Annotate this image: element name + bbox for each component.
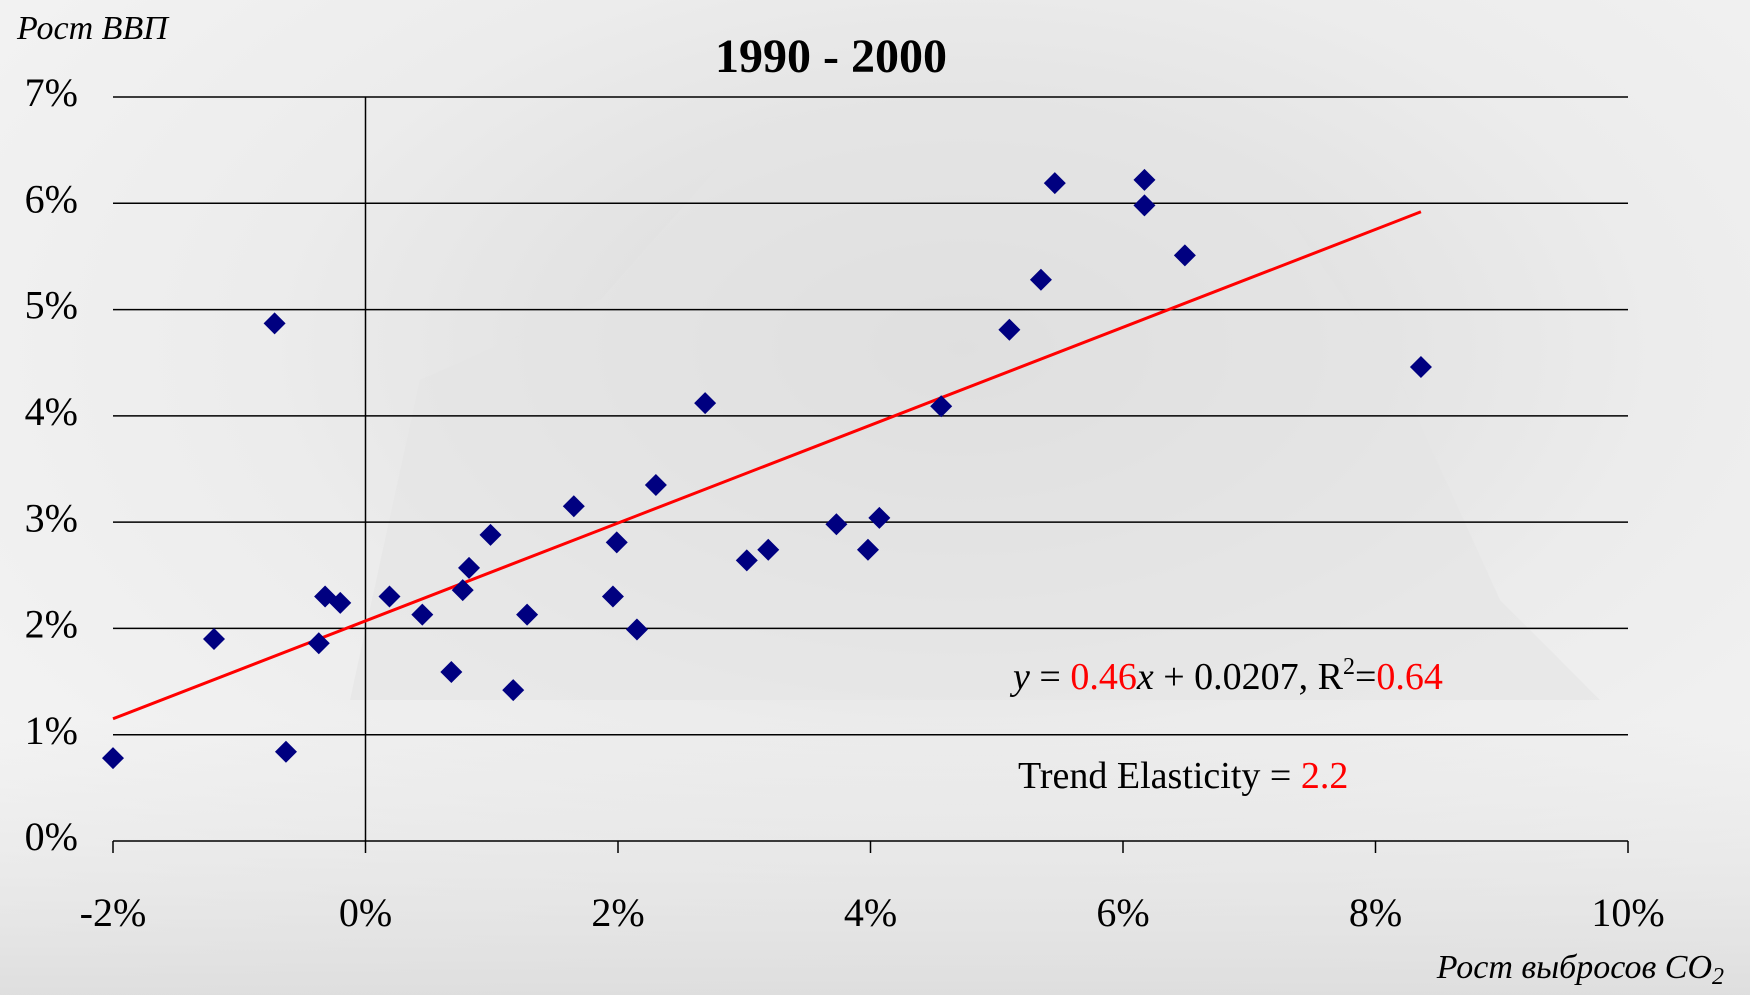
annotation-part: 2.2 bbox=[1301, 755, 1349, 797]
annotation-part: Trend Elasticity = bbox=[1018, 755, 1301, 797]
x-tick-label: 2% bbox=[591, 890, 644, 935]
annotation-part: 0.64 bbox=[1376, 656, 1443, 698]
annotation-part: 2 bbox=[1343, 654, 1355, 680]
annotation: Trend Elasticity = 2.2 bbox=[1018, 755, 1348, 797]
y-tick-label: 4% bbox=[25, 389, 78, 434]
x-axis-label-text: Рост выбросов CO bbox=[1436, 949, 1712, 986]
y-tick-label: 0% bbox=[25, 814, 78, 859]
y-tick-label: 1% bbox=[25, 708, 78, 753]
y-tick-label: 7% bbox=[25, 70, 78, 115]
x-tick-label: -2% bbox=[80, 890, 147, 935]
y-tick-label: 2% bbox=[25, 602, 78, 647]
annotation-part: x bbox=[1136, 656, 1154, 698]
chart-title: 1990 - 2000 bbox=[715, 30, 947, 83]
y-axis-label: Рост ВВП bbox=[16, 10, 170, 47]
x-axis-label-sub: 2 bbox=[1712, 964, 1724, 990]
annotation-part: = bbox=[1355, 656, 1376, 698]
annotation-part: 0.46 bbox=[1070, 656, 1137, 698]
x-tick-label: 6% bbox=[1096, 890, 1149, 935]
x-tick-label: 0% bbox=[339, 890, 392, 935]
x-axis-label: Рост выбросов CO2 bbox=[1436, 949, 1724, 990]
annotation-part: y bbox=[1009, 656, 1030, 698]
annotation-part: + 0.0207, R bbox=[1154, 656, 1344, 698]
annotation: y = 0.46x + 0.0207, R2=0.64 bbox=[1009, 654, 1443, 698]
annotation-part: = bbox=[1030, 656, 1070, 698]
y-tick-label: 3% bbox=[25, 495, 78, 540]
x-tick-label: 10% bbox=[1591, 890, 1664, 935]
chart: 1990 - 2000 Рост ВВП Рост выбросов CO2 0… bbox=[0, 0, 1750, 995]
x-tick-label: 4% bbox=[844, 890, 897, 935]
y-tick-label: 5% bbox=[25, 283, 78, 328]
y-tick-label: 6% bbox=[25, 176, 78, 221]
x-tick-label: 8% bbox=[1349, 890, 1402, 935]
